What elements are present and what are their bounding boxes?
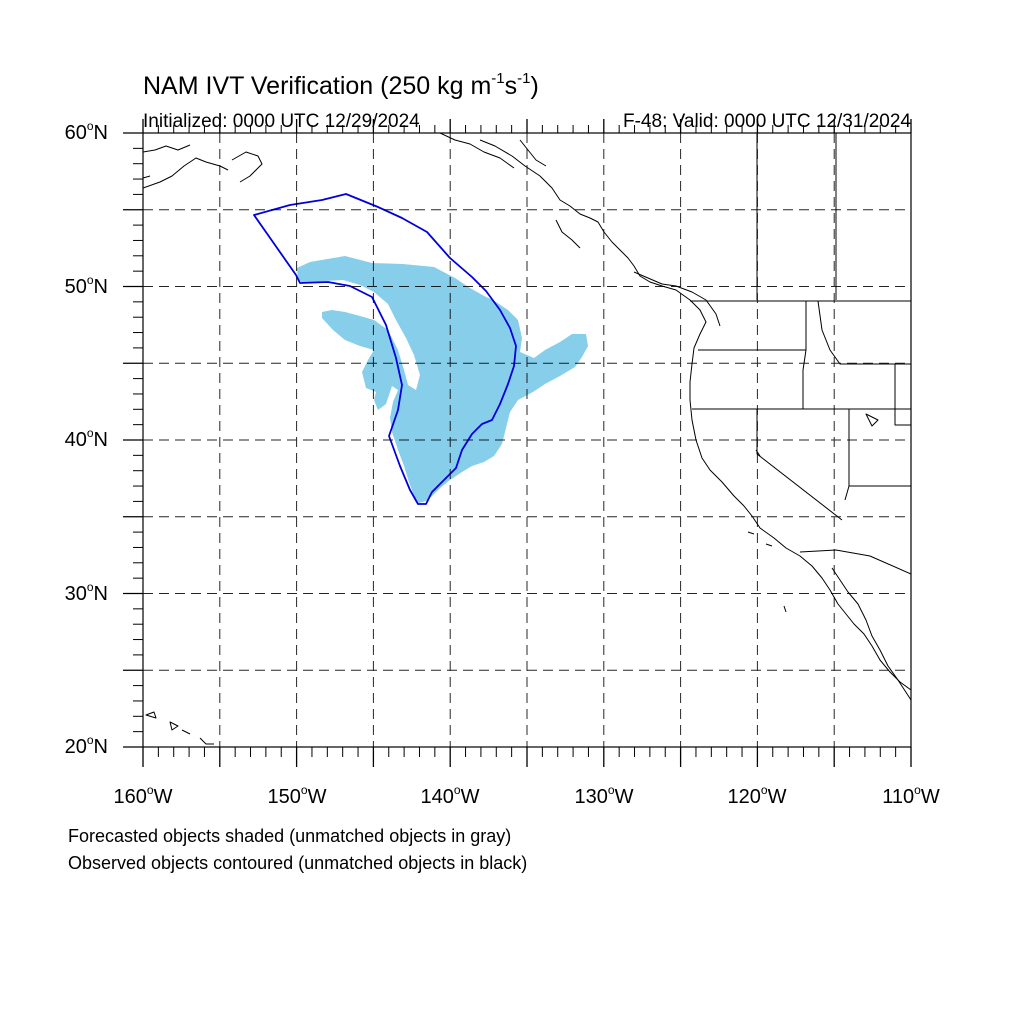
footnote-observed: Observed objects contoured (unmatched ob…	[68, 853, 528, 873]
observed-contour	[253, 193, 517, 505]
lon-label-140: 140oW	[420, 783, 480, 808]
valid-time: F-48: Valid: 0000 UTC 12/31/2024	[623, 111, 911, 132]
lat-label-40: 40oN	[64, 426, 108, 451]
minor-ticks	[133, 125, 897, 757]
grid-lines	[143, 133, 911, 747]
lat-label-60: 60oN	[64, 119, 108, 144]
lat-label-30: 30oN	[64, 580, 108, 605]
lon-label-160: 160oW	[113, 783, 173, 808]
forecast-object	[297, 256, 588, 503]
coastlines	[143, 133, 911, 745]
lon-label-120: 120oW	[727, 783, 787, 808]
chart-title: NAM IVT Verification (250 kg m-1s-1)	[143, 70, 539, 100]
lon-label-150: 150oW	[267, 783, 327, 808]
lat-label-20: 20oN	[64, 733, 108, 758]
lon-label-110: 110oW	[882, 783, 940, 808]
major-ticks	[123, 119, 912, 767]
lon-label-130: 130oW	[574, 783, 634, 808]
footnote-forecast: Forecasted objects shaded (unmatched obj…	[68, 826, 512, 846]
lat-label-50: 50oN	[64, 273, 108, 298]
initialized-time: Initialized: 0000 UTC 12/29/2024	[143, 111, 420, 132]
plot-frame	[142, 132, 912, 748]
